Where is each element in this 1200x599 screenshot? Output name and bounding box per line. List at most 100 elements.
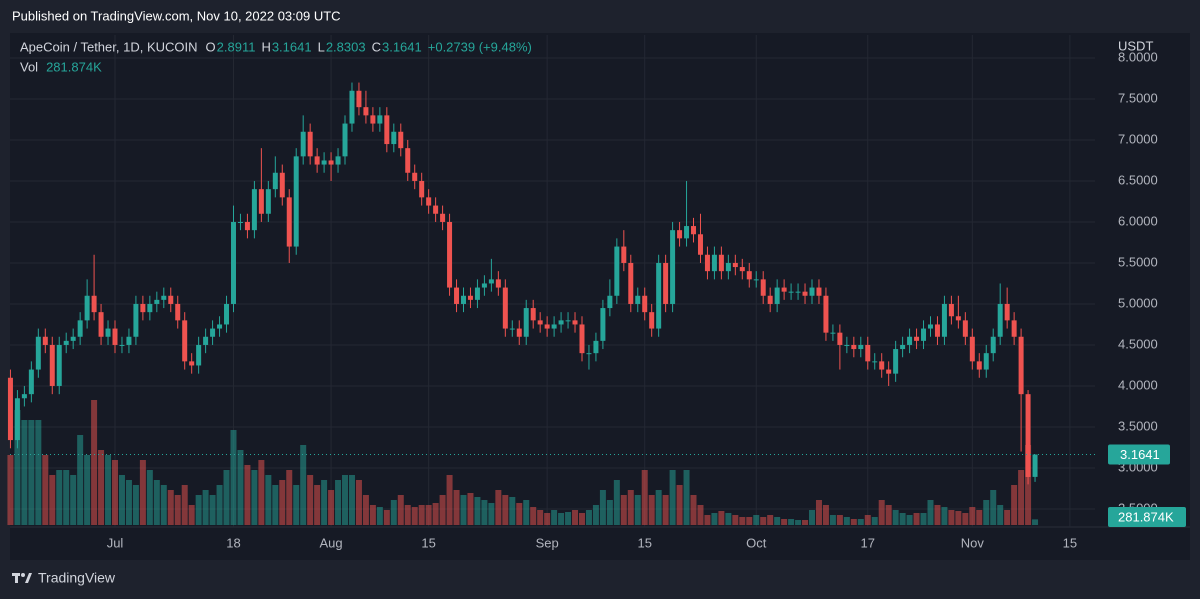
volume-bar <box>77 435 84 525</box>
volume-bar <box>746 517 753 525</box>
volume-bar <box>906 515 913 525</box>
volume-bar <box>404 505 411 525</box>
candle-body <box>286 197 292 247</box>
candle-body <box>210 328 216 337</box>
volume-bar <box>502 495 509 525</box>
candle-body <box>161 295 167 300</box>
candle-body <box>175 303 181 321</box>
currency-label: USDT <box>1118 38 1153 53</box>
candle-body <box>258 189 264 214</box>
volume-bar <box>711 513 718 525</box>
volume-bar <box>49 475 56 525</box>
candle-body <box>307 131 313 157</box>
candle-body <box>879 361 885 370</box>
x-tick-label: 18 <box>226 535 240 550</box>
candle-body <box>49 344 55 386</box>
volume-bar <box>920 513 927 525</box>
volume-bar <box>411 507 418 525</box>
candle-body <box>774 287 780 304</box>
candle-body <box>265 189 271 214</box>
volume-bar <box>997 505 1004 525</box>
volume-bar <box>509 497 516 525</box>
candle-body <box>809 287 815 296</box>
candle-body <box>335 156 341 165</box>
candle-body <box>711 254 717 272</box>
volume-bar <box>35 420 42 525</box>
volume-bar <box>188 505 195 525</box>
x-tick-label: Jul <box>107 535 124 550</box>
candle-body <box>537 320 543 325</box>
candle-body <box>196 344 202 366</box>
candle-body <box>530 308 536 321</box>
volume-bar <box>139 460 146 525</box>
volume-bar <box>342 475 349 525</box>
volume-bar <box>453 490 460 525</box>
candle-body <box>969 336 975 362</box>
candle-body <box>293 156 299 247</box>
candle-body <box>621 246 627 263</box>
ohlc-label: L <box>318 39 325 54</box>
candle-body <box>70 336 76 341</box>
candle-body <box>488 279 494 284</box>
candle-body <box>105 328 111 337</box>
candle-body <box>1011 320 1017 337</box>
volume-bar <box>885 505 892 525</box>
candle-body <box>816 287 822 296</box>
volume-bar <box>976 510 983 525</box>
x-tick-label: 15 <box>421 535 435 550</box>
volume-bar <box>230 430 237 525</box>
y-tick-label: 3.5000 <box>1118 418 1158 433</box>
candle-body <box>112 328 118 345</box>
candles <box>7 82 1038 485</box>
candle-body <box>788 291 794 293</box>
candle-body <box>419 180 425 198</box>
ohlc-label: O <box>206 39 216 54</box>
logo-stem <box>15 573 18 583</box>
volume-bar <box>125 480 132 525</box>
candle-body <box>363 107 369 116</box>
candle-body <box>544 324 550 329</box>
change-value: +0.2739 (+9.48%) <box>428 39 532 54</box>
logo-slash <box>25 573 32 583</box>
candle-body <box>781 287 787 292</box>
volume-bar <box>1018 470 1025 525</box>
candle-body <box>63 340 69 345</box>
volume-bar <box>202 490 209 525</box>
candle-body <box>321 160 327 165</box>
volume-bar <box>112 460 118 525</box>
volume-bar <box>655 490 662 525</box>
candle-body <box>649 312 655 329</box>
volume-bar <box>362 495 369 525</box>
volume-bar <box>857 519 864 525</box>
candle-body <box>237 221 243 223</box>
candle-body <box>921 328 927 341</box>
candle-body <box>907 336 913 345</box>
published-note: Published on TradingView.com, Nov 10, 20… <box>12 8 341 23</box>
volume-bar <box>822 505 829 525</box>
volume-bar <box>795 520 802 525</box>
y-tick-label: 6.5000 <box>1118 172 1158 187</box>
volume-bar <box>167 490 174 525</box>
volume-bar <box>537 510 544 525</box>
volume-bar <box>983 500 990 525</box>
candle-body <box>976 361 982 370</box>
candle-body <box>314 156 320 165</box>
volume-bar <box>739 517 746 525</box>
candle-body <box>684 226 690 239</box>
candle-body <box>656 262 662 329</box>
candle-body <box>691 226 697 235</box>
volume-tag <box>1108 507 1186 527</box>
candle-body <box>830 332 836 334</box>
volume-bar <box>216 485 223 525</box>
candle-body <box>837 332 843 345</box>
volume-bar <box>390 500 397 525</box>
volume-bar <box>293 485 300 525</box>
candle-body <box>628 262 634 304</box>
volume-bar <box>425 505 432 525</box>
volume-bar <box>990 490 997 525</box>
candle-body <box>384 115 390 145</box>
volume-bar <box>258 460 265 525</box>
candle-body <box>356 90 362 108</box>
candle-body <box>725 262 731 272</box>
volume-bar <box>606 500 613 525</box>
